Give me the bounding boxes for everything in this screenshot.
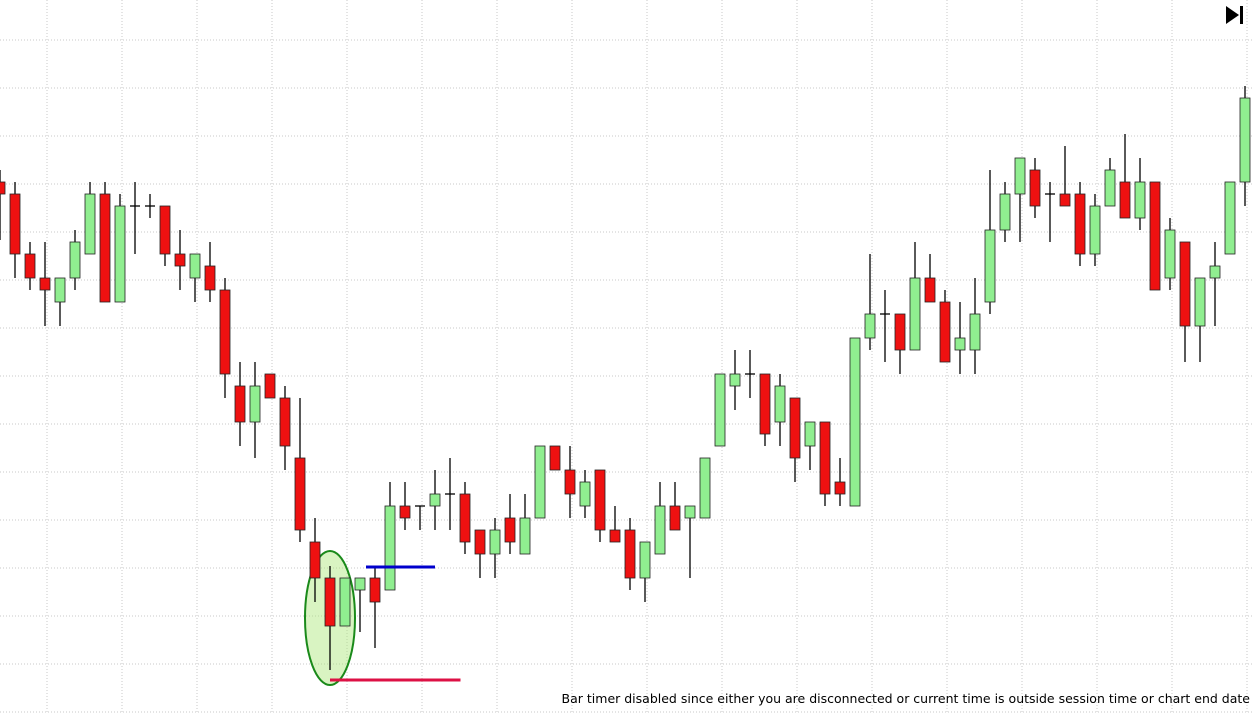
candle-body	[159, 205, 171, 255]
candle-body	[714, 373, 726, 447]
candle-body	[69, 241, 81, 279]
candle-body	[969, 313, 981, 351]
candle-body	[1239, 97, 1251, 183]
candle-body	[1149, 181, 1161, 291]
candle-body	[849, 337, 861, 507]
candle-body	[1029, 169, 1041, 207]
candles	[0, 86, 1251, 670]
candle-body	[459, 493, 471, 543]
candle-body	[609, 529, 621, 543]
candle-body	[699, 457, 711, 519]
candle-body	[429, 493, 441, 507]
status-text: Bar timer disabled since either you are …	[562, 691, 1251, 706]
candle-body	[309, 541, 321, 579]
candle-body	[1059, 193, 1071, 207]
candle-body	[114, 205, 126, 303]
candle-body	[339, 577, 351, 627]
candle-body	[759, 373, 771, 435]
candle-body	[1224, 181, 1236, 255]
candle-body	[1074, 193, 1086, 255]
candle-body	[654, 505, 666, 555]
candle-body	[639, 541, 651, 579]
candle-body	[0, 181, 6, 195]
candle-body	[729, 373, 741, 387]
candle-body	[219, 289, 231, 375]
candle-body	[489, 529, 501, 555]
candle-body	[504, 517, 516, 543]
candle-body	[1134, 181, 1146, 219]
candle-body	[684, 505, 696, 519]
candle-body	[954, 337, 966, 351]
candle-body	[789, 397, 801, 459]
candle-body	[519, 517, 531, 555]
candle-body	[84, 193, 96, 255]
candle-body	[54, 277, 66, 303]
candle-body	[549, 445, 561, 471]
candle-body	[774, 385, 786, 423]
candle-body	[1194, 277, 1206, 327]
candle-body	[99, 193, 111, 303]
scroll-end-button[interactable]	[1222, 4, 1248, 28]
play-icon	[1226, 6, 1239, 24]
candle-body	[534, 445, 546, 519]
candle-body	[834, 481, 846, 495]
candle-body	[24, 253, 36, 279]
candle-body	[1014, 157, 1026, 195]
candle-body	[624, 529, 636, 579]
candle-body	[204, 265, 216, 291]
candle-body	[669, 505, 681, 531]
candle-body	[1179, 241, 1191, 327]
candle-body	[1104, 169, 1116, 207]
candle-body	[324, 577, 336, 627]
candle-body	[174, 253, 186, 267]
candle-body	[249, 385, 261, 423]
candle-body	[354, 577, 366, 591]
candle-body	[1209, 265, 1221, 279]
candle-body	[1164, 229, 1176, 279]
candle-body	[819, 421, 831, 495]
levels	[330, 565, 461, 682]
candle-body	[924, 277, 936, 303]
candle-body	[264, 373, 276, 399]
end-bar-icon	[1240, 6, 1243, 24]
candle-body	[1089, 205, 1101, 255]
candle-body	[474, 529, 486, 555]
candle-body	[984, 229, 996, 303]
candle-body	[384, 505, 396, 591]
candle-body	[909, 277, 921, 351]
candle-body	[1119, 181, 1131, 219]
candle-body	[864, 313, 876, 339]
candle-body	[369, 577, 381, 603]
candle-body	[39, 277, 51, 291]
candle-body	[294, 457, 306, 531]
candle-body	[999, 193, 1011, 231]
candle-body	[564, 469, 576, 495]
candle-body	[9, 193, 21, 255]
candle-body	[399, 505, 411, 519]
candle-body	[234, 385, 246, 423]
candle-body	[594, 469, 606, 531]
candle-body	[189, 253, 201, 279]
candle-body	[804, 421, 816, 447]
candle-body	[894, 313, 906, 351]
candle-body	[279, 397, 291, 447]
candle-body	[579, 481, 591, 507]
candle-body	[939, 301, 951, 363]
